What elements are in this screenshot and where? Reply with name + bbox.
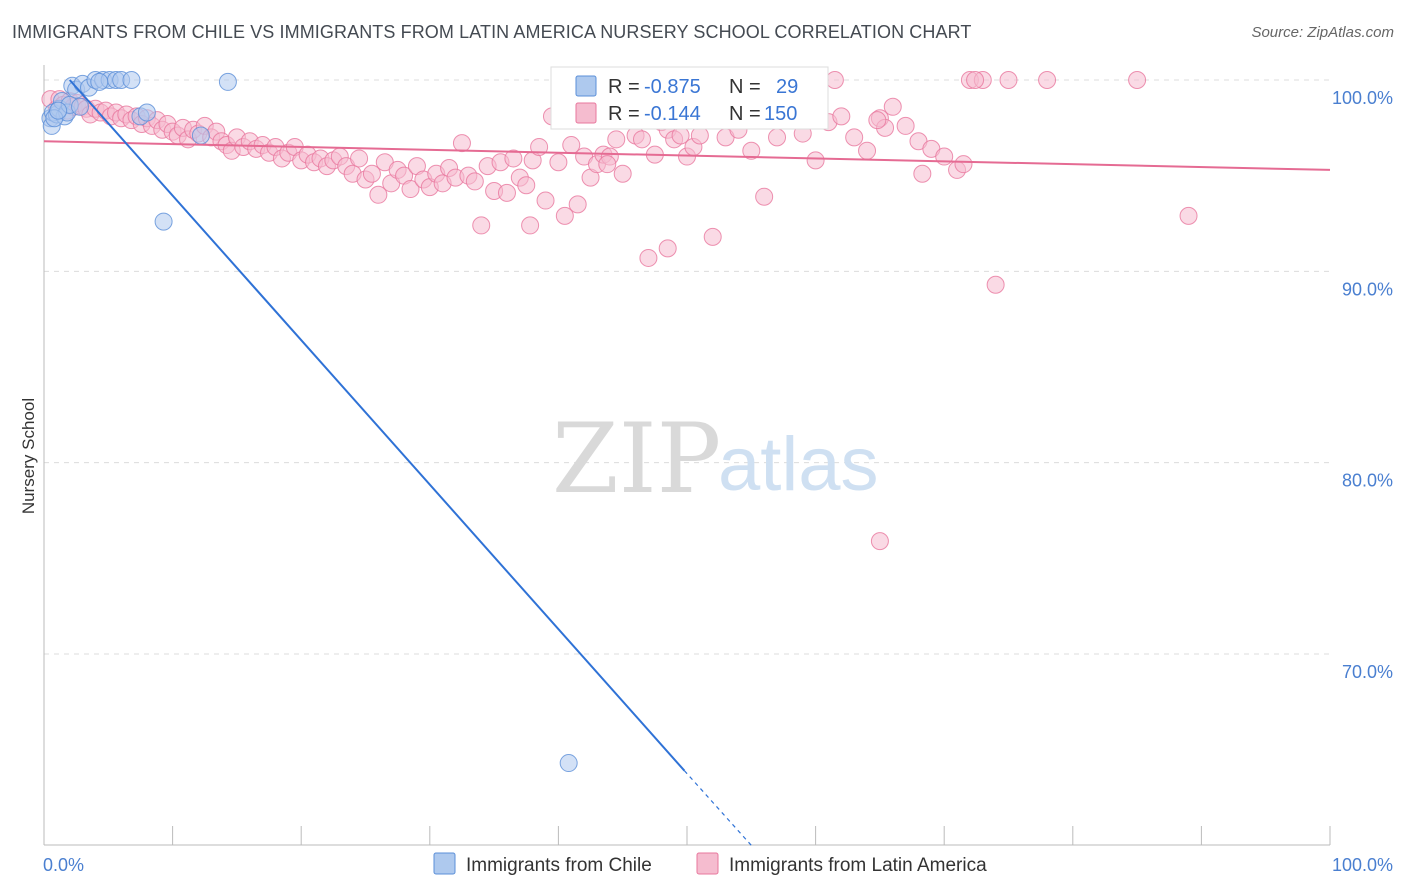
legend-n-label-latam: N =	[729, 103, 761, 125]
legend-swatch-latam	[575, 102, 597, 124]
latam-point-148	[658, 239, 677, 258]
latam-point-86	[536, 191, 555, 210]
latam-point-136	[1128, 71, 1147, 89]
y-tick-label-90: 90.0%	[1342, 279, 1393, 299]
latam-point-146	[825, 71, 844, 89]
latam-point-147	[868, 111, 887, 130]
latam-point-81	[504, 149, 523, 168]
chile-point-21	[154, 212, 173, 231]
correlation-legend: R = -0.875 N = 29 R = -0.144 N = 150	[550, 66, 829, 130]
latam-trend-line	[43, 140, 1331, 171]
y-tick-label-70: 70.0%	[1342, 662, 1393, 682]
chile-point-22	[191, 126, 210, 145]
trend-lines	[43, 79, 1331, 846]
latam-point-121	[832, 107, 851, 126]
bottom-legend-label-chile: Immigrants from Chile	[466, 855, 652, 876]
axes	[43, 65, 1331, 846]
legend-swatch-chile	[575, 75, 597, 97]
series-legend: Immigrants from Chile Immigrants from La…	[433, 852, 987, 876]
latam-point-88	[549, 153, 568, 172]
latam-point-76	[472, 216, 491, 235]
watermark-atlas: atlas	[718, 422, 879, 507]
chile-point-20	[137, 103, 156, 122]
legend-box	[550, 66, 829, 130]
latam-point-59	[362, 164, 381, 183]
x-tick-label-start: 0.0%	[43, 855, 84, 875]
latam-point-97	[607, 130, 626, 149]
latam-point-125	[883, 97, 902, 116]
latam-point-111	[703, 227, 722, 246]
bottom-legend-swatch-chile	[433, 852, 456, 875]
latam-point-98	[613, 164, 632, 183]
latam-point-83	[517, 176, 536, 195]
latam-point-139	[598, 155, 617, 174]
latam-point-57	[350, 149, 369, 168]
y-tick-label-100: 100.0%	[1332, 88, 1393, 108]
legend-n-value-chile: 29	[776, 76, 798, 98]
latam-point-73	[452, 134, 471, 153]
latam-point-75	[465, 172, 484, 191]
chile-point-25	[49, 101, 68, 120]
latam-point-126	[896, 116, 915, 135]
latam-point-89	[555, 206, 574, 225]
latam-point-122	[845, 128, 864, 147]
latam-point-91	[568, 195, 587, 214]
legend-r-label-latam: R =	[608, 103, 640, 125]
bottom-legend-swatch-latam	[696, 852, 719, 875]
y-tick-labels: 100.0% 90.0% 80.0% 70.0%	[1332, 88, 1393, 682]
latam-point-135	[1038, 71, 1057, 89]
latam-point-119	[806, 151, 825, 170]
chile-point-23	[218, 72, 237, 91]
latam-point-115	[755, 187, 774, 206]
chile-point-28	[559, 754, 578, 773]
latam-point-101	[632, 130, 651, 149]
latam-point-149	[870, 532, 889, 551]
legend-r-value-chile: -0.875	[644, 76, 701, 98]
chile-trend-line	[68, 79, 686, 772]
latam-point-137	[1179, 206, 1198, 225]
latam-point-110	[690, 126, 709, 145]
legend-n-label-chile: N =	[729, 76, 761, 98]
latam-point-129	[935, 147, 954, 166]
legend-n-value-latam: 150	[764, 103, 797, 125]
legend-r-value-latam: -0.144	[644, 103, 701, 125]
y-tick-label-80: 80.0%	[1342, 471, 1393, 491]
latam-point-144	[954, 155, 973, 174]
latam-point-138	[521, 216, 540, 235]
chile-trend-extension	[683, 770, 752, 846]
bottom-legend-label-latam: Immigrants from Latin America	[729, 855, 987, 876]
source-label: Source: ZipAtlas.com	[1251, 24, 1394, 41]
latam-point-60	[369, 185, 388, 204]
chart-title: IMMIGRANTS FROM CHILE VS IMMIGRANTS FROM…	[12, 22, 972, 42]
chile-point-27	[90, 72, 109, 91]
latam-point-114	[742, 141, 761, 160]
chile-points	[41, 71, 578, 773]
latam-point-143	[913, 164, 932, 183]
latam-point-65	[401, 180, 420, 199]
legend-r-label-chile: R =	[608, 76, 640, 98]
watermark: ZIP atlas	[552, 403, 879, 515]
watermark-zip: ZIP	[552, 403, 721, 515]
x-tick-labels: 0.0% 100.0%	[43, 855, 1393, 875]
x-tick-label-end: 100.0%	[1332, 855, 1393, 875]
y-axis-title: Nursery School	[19, 398, 38, 514]
latam-point-102	[639, 248, 658, 267]
chile-point-26	[71, 97, 90, 116]
latam-point-80	[497, 183, 516, 202]
latam-point-123	[858, 141, 877, 160]
chile-point-18	[122, 71, 141, 89]
latam-point-116	[768, 128, 787, 147]
latam-point-133	[986, 275, 1005, 294]
latam-point-134	[999, 71, 1018, 89]
latam-point-145	[966, 71, 985, 89]
